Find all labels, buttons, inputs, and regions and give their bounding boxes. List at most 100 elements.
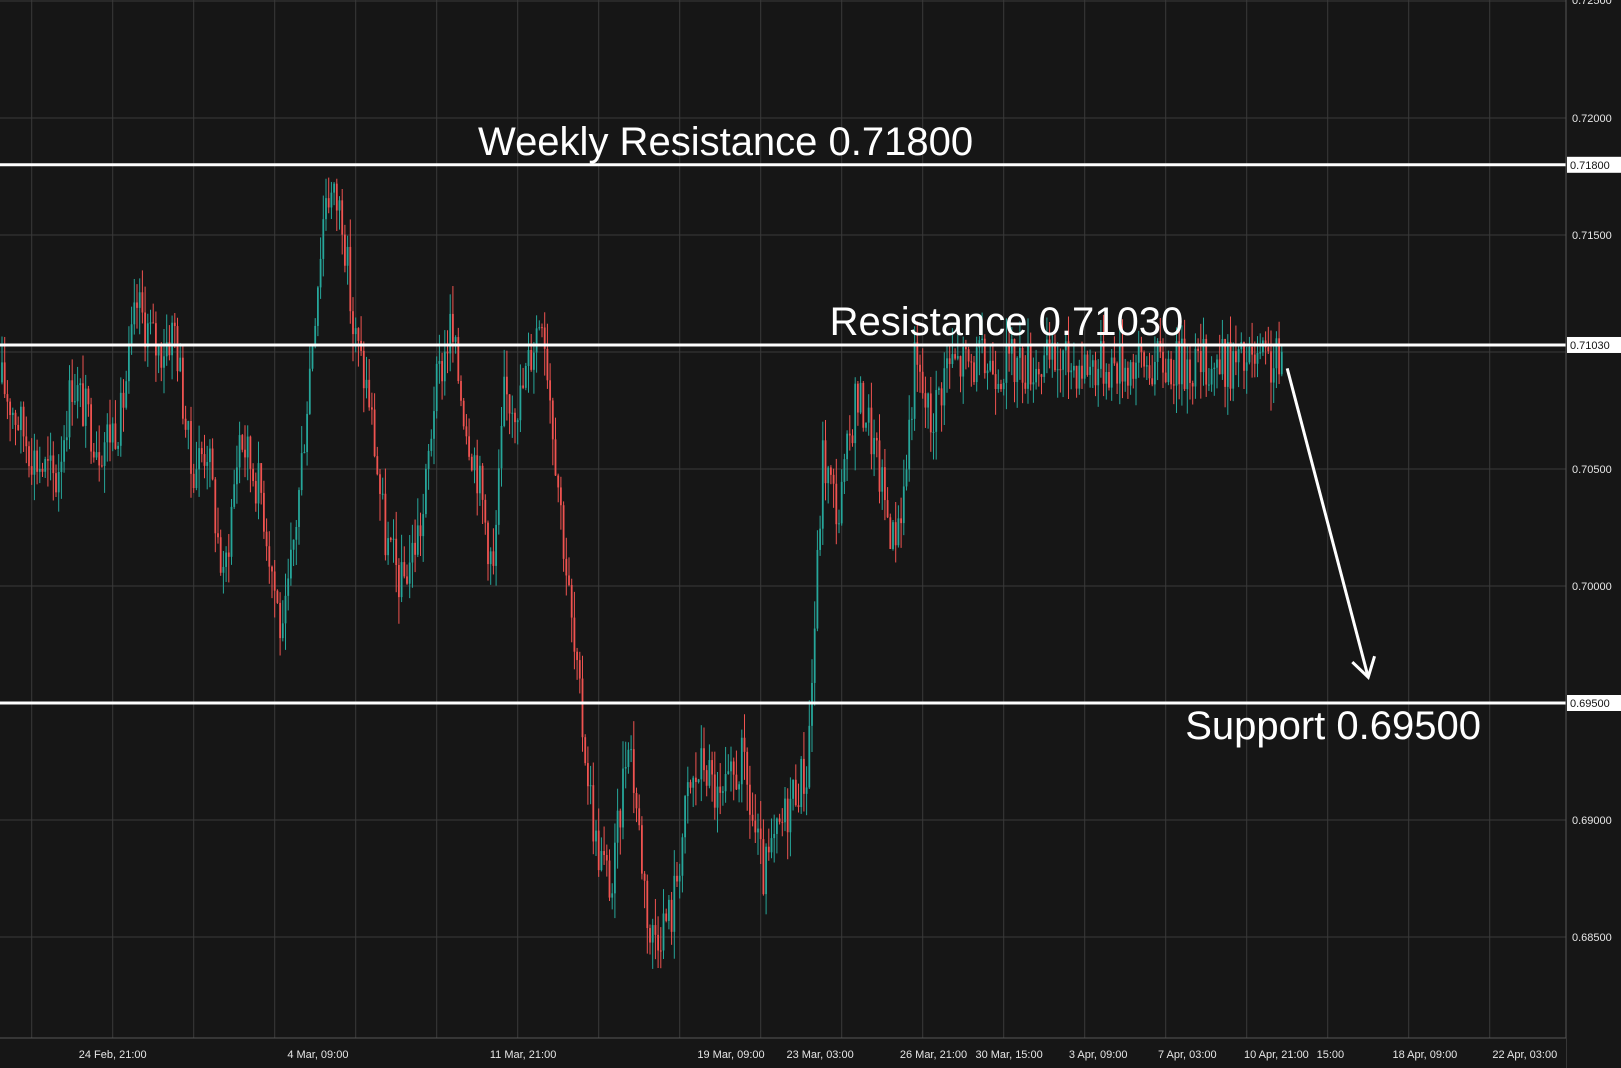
candle-body	[932, 431, 935, 433]
candle-body	[854, 383, 857, 444]
candle-body	[427, 450, 430, 469]
candle-body	[630, 749, 632, 751]
candle-body	[870, 407, 873, 455]
candle-body	[209, 448, 211, 463]
candle-body	[1270, 351, 1272, 383]
candle-body	[179, 357, 182, 372]
candle-body	[797, 805, 800, 808]
level-label: Resistance 0.71030	[830, 300, 1184, 344]
candle-body	[813, 628, 816, 683]
candle-body	[84, 388, 87, 426]
candle-body	[684, 796, 686, 838]
candle-body	[873, 437, 875, 455]
candle-body	[473, 455, 476, 471]
candle-body	[1213, 367, 1216, 369]
candle-body	[322, 219, 325, 259]
candle-body	[133, 302, 136, 325]
candle-body	[754, 820, 757, 833]
candle-body	[198, 448, 200, 470]
candle-body	[484, 499, 487, 523]
candle-body	[117, 445, 119, 449]
candle-body	[665, 913, 668, 921]
candle-body	[441, 361, 443, 382]
candle-body	[587, 763, 589, 787]
candle-body	[1102, 341, 1105, 384]
candle-body	[333, 183, 335, 193]
candle-body	[935, 390, 938, 432]
time-axis-panel[interactable]	[0, 1038, 1566, 1068]
candle-body	[136, 302, 138, 308]
candle-body	[246, 436, 249, 458]
candle-body	[884, 467, 886, 501]
candle-body	[1059, 369, 1062, 371]
candle-body	[462, 400, 465, 427]
candle-body	[724, 774, 727, 792]
candle-body	[481, 465, 484, 500]
candle-body	[705, 770, 708, 786]
candle-body	[335, 183, 338, 211]
candle-body	[762, 839, 765, 895]
candle-body	[122, 392, 125, 408]
candle-body	[538, 327, 541, 329]
candle-body	[1078, 365, 1081, 389]
candle-body	[1202, 338, 1205, 373]
candle-body	[765, 846, 767, 895]
candle-body	[1048, 339, 1051, 360]
candle-body	[227, 552, 230, 557]
time-tick-label: 7 Apr, 03:00	[1158, 1049, 1217, 1061]
candle-body	[187, 421, 190, 430]
candle-body	[800, 758, 803, 808]
candle-body	[47, 459, 49, 461]
candle-body	[527, 349, 530, 366]
candle-body	[376, 456, 379, 475]
price-tick-label: 0.70500	[1572, 464, 1612, 476]
candle-body	[1145, 365, 1148, 367]
candle-body	[387, 538, 389, 556]
time-tick-label: 26 Mar, 21:00	[900, 1049, 967, 1061]
candle-body	[222, 566, 225, 573]
candle-body	[889, 517, 892, 550]
candle-body	[1208, 384, 1210, 386]
candle-body	[692, 777, 695, 788]
candle-body	[354, 328, 357, 335]
candle-body	[770, 838, 773, 853]
candle-body	[55, 473, 57, 493]
candle-body	[398, 565, 400, 598]
candle-body	[1197, 348, 1199, 352]
candle-body	[581, 678, 584, 738]
candle-body	[929, 393, 932, 433]
candle-body	[862, 382, 865, 428]
candle-body	[173, 322, 176, 327]
candle-body	[1124, 367, 1127, 382]
candle-body	[1280, 351, 1283, 375]
candle-body	[225, 552, 227, 567]
arrow-head	[1351, 655, 1377, 681]
level-price-tag	[1567, 695, 1621, 711]
candle-body	[697, 779, 700, 783]
candle-body	[33, 450, 36, 475]
candle-body	[975, 347, 978, 383]
candle-body	[76, 385, 79, 402]
candle-body	[414, 542, 416, 555]
candle-body	[495, 524, 497, 566]
candle-body	[168, 342, 171, 356]
candle-body	[106, 424, 109, 443]
price-axis-panel[interactable]	[1566, 0, 1621, 1068]
price-tick-label: 0.72000	[1572, 113, 1612, 125]
candle-body	[144, 312, 146, 348]
candle-body	[951, 354, 954, 365]
candle-body	[1070, 370, 1073, 373]
candle-body	[897, 518, 900, 546]
candle-body	[994, 374, 997, 389]
candle-body	[443, 351, 446, 382]
candle-body	[803, 758, 805, 794]
candle-body	[603, 851, 605, 856]
candle-body	[905, 469, 908, 487]
candle-body	[1089, 366, 1091, 375]
time-axis: 24 Feb, 21:00 4 Mar, 09:00 11 Mar, 21:00 19…	[79, 1049, 1557, 1061]
candle-body	[746, 751, 749, 785]
candle-body	[111, 423, 114, 443]
candle-body	[716, 786, 719, 808]
candle-body	[773, 833, 776, 839]
